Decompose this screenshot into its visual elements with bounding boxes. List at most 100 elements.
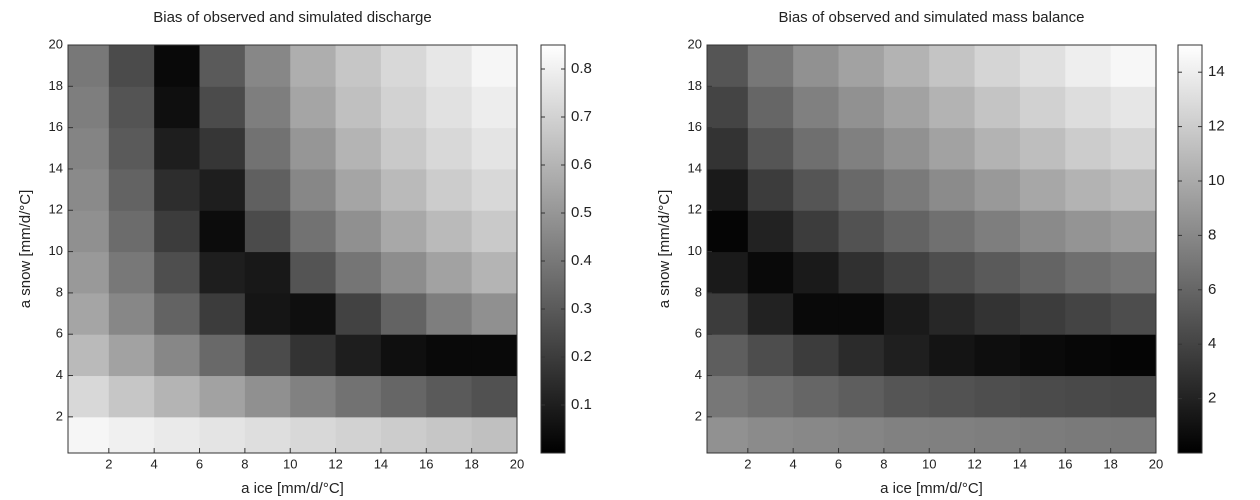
colorbar-tick-label: 0.6 — [571, 156, 592, 173]
heatmap-cell — [883, 292, 930, 335]
heatmap-cell — [108, 210, 155, 253]
heatmap-cell — [199, 375, 246, 418]
heatmap-cell — [838, 86, 885, 129]
heatmap-cell — [244, 375, 291, 418]
heatmap-cell — [793, 416, 840, 453]
heatmap-cell — [290, 375, 337, 418]
heatmap-cell — [199, 251, 246, 294]
heatmap-cell — [883, 86, 930, 129]
plot-frame — [706, 44, 1157, 454]
heatmap-cell — [199, 86, 246, 129]
heatmap-cell — [883, 45, 930, 87]
heatmap-cell — [471, 168, 517, 211]
heatmap-cell — [471, 127, 517, 170]
heatmap-cell — [707, 86, 749, 129]
heatmap-cell — [838, 416, 885, 453]
heatmap-cell — [199, 45, 246, 87]
x-tick-label: 20 — [1149, 456, 1163, 471]
heatmap-cell — [244, 292, 291, 335]
heatmap-cell — [244, 416, 291, 453]
heatmap-cell — [747, 251, 794, 294]
heatmap-cell — [747, 334, 794, 377]
heatmap-cell — [426, 168, 473, 211]
x-axis-label: a ice [mm/d/°C] — [241, 480, 344, 497]
heatmap-cell — [1110, 292, 1156, 335]
colorbar-tick-label: 0.7 — [571, 108, 592, 125]
heatmap-cell — [747, 45, 794, 87]
heatmap-cell — [1110, 416, 1156, 453]
heatmap-cell — [244, 210, 291, 253]
heatmap-cell — [68, 251, 110, 294]
heatmap-cell — [426, 251, 473, 294]
heatmap-cell — [929, 168, 976, 211]
heatmap-cell — [1019, 375, 1066, 418]
heatmap-cell — [426, 416, 473, 453]
x-tick-label: 12 — [967, 456, 981, 471]
y-axis-label: a snow [mm/d/°C] — [656, 190, 673, 309]
heatmap-cell — [335, 251, 382, 294]
heatmap-cell — [290, 251, 337, 294]
y-tick-label: 20 — [49, 36, 63, 51]
heatmap-cell — [1065, 251, 1112, 294]
y-tick-label: 2 — [695, 408, 702, 423]
heatmap-cell — [471, 292, 517, 335]
heatmap-cell — [793, 292, 840, 335]
heatmap-cell — [1110, 86, 1156, 129]
heatmap-cell — [199, 168, 246, 211]
heatmap-cell — [747, 168, 794, 211]
y-tick-label: 14 — [49, 160, 63, 175]
x-tick-label: 18 — [1103, 456, 1117, 471]
heatmap-cell — [426, 210, 473, 253]
heatmap-cell — [883, 375, 930, 418]
y-tick-label: 16 — [688, 119, 702, 134]
heatmap-cell — [108, 292, 155, 335]
heatmap — [707, 45, 1156, 453]
heatmap-cell — [1110, 334, 1156, 377]
heatmap-cell — [290, 210, 337, 253]
heatmap-cell — [380, 251, 427, 294]
heatmap-cell — [380, 416, 427, 453]
heatmap-cell — [1019, 334, 1066, 377]
heatmap-cell — [929, 334, 976, 377]
heatmap-cell — [1065, 334, 1112, 377]
y-tick-label: 8 — [695, 284, 702, 299]
x-tick-label: 14 — [374, 456, 388, 471]
heatmap-cell — [707, 127, 749, 170]
heatmap-cell — [290, 86, 337, 129]
heatmap-cell — [707, 210, 749, 253]
heatmap-cell — [290, 416, 337, 453]
heatmap-cell — [380, 375, 427, 418]
chart-title: Bias of observed and simulated discharge — [153, 9, 432, 26]
heatmap-cell — [290, 334, 337, 377]
heatmap-cell — [747, 416, 794, 453]
heatmap-cell — [838, 168, 885, 211]
heatmap-cell — [68, 416, 110, 453]
heatmap-cell — [108, 127, 155, 170]
colorbar-tick-label: 0.1 — [571, 396, 592, 413]
heatmap-cell — [929, 127, 976, 170]
heatmap-cell — [974, 251, 1021, 294]
heatmap-cell — [335, 292, 382, 335]
heatmap-cell — [68, 168, 110, 211]
heatmap-cell — [1019, 251, 1066, 294]
heatmap-cell — [108, 416, 155, 453]
heatmap-cell — [244, 168, 291, 211]
heatmap-cell — [154, 168, 201, 211]
heatmap-cell — [290, 292, 337, 335]
heatmap-cell — [929, 251, 976, 294]
y-tick-label: 20 — [688, 36, 702, 51]
heatmap-cell — [68, 375, 110, 418]
heatmap-cell — [471, 45, 517, 87]
heatmap-cell — [793, 127, 840, 170]
x-tick-label: 6 — [196, 456, 203, 471]
heatmap-cell — [380, 127, 427, 170]
heatmap-cell — [108, 375, 155, 418]
heatmap-cell — [793, 86, 840, 129]
heatmap-cell — [929, 45, 976, 87]
heatmap-cell — [68, 334, 110, 377]
x-tick-label: 20 — [510, 456, 524, 471]
heatmap-cell — [335, 168, 382, 211]
heatmap-cell — [68, 45, 110, 87]
heatmap-cell — [1110, 210, 1156, 253]
y-tick-label: 14 — [688, 160, 702, 175]
